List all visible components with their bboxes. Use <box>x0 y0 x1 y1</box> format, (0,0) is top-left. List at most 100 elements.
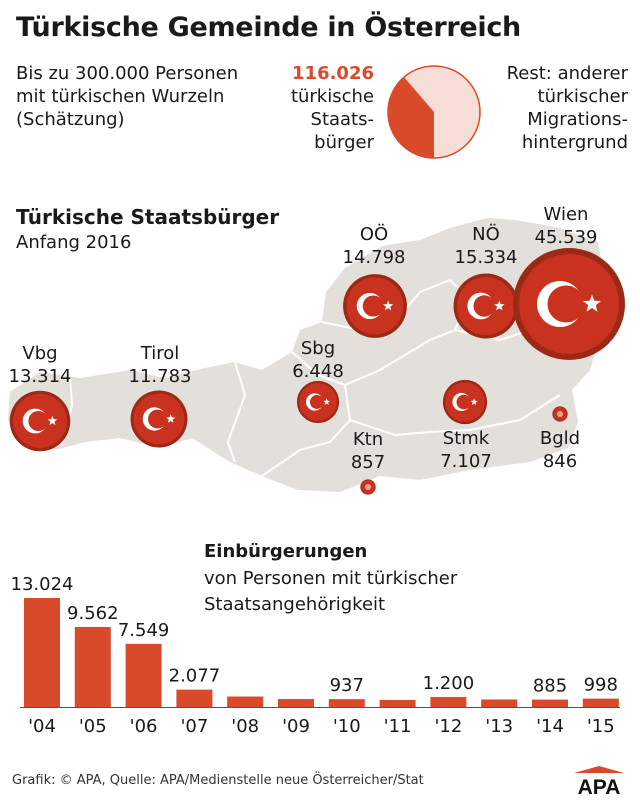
intro-line: Staats- <box>310 109 374 130</box>
region-label-ktn: Ktn 857 <box>308 428 428 474</box>
crescent-inner <box>456 394 472 410</box>
x-tick-label: '13 <box>485 716 513 737</box>
citizens-count: 116.026 <box>292 63 374 84</box>
bar-value-label: 998 <box>584 675 618 696</box>
bar-4 <box>227 696 264 707</box>
star-icon <box>323 398 331 405</box>
region-label-vbg: Vbg 13.314 <box>0 342 100 388</box>
bar-2 <box>125 643 162 707</box>
intro-line: (Schätzung) <box>16 109 125 130</box>
intro-line: türkische <box>290 86 374 107</box>
region-value: 846 <box>542 451 578 472</box>
bar-1 <box>74 626 111 707</box>
region-label-tirol: Tirol 11.783 <box>100 342 220 388</box>
x-tick-label: '10 <box>333 716 361 737</box>
bar-value-label: 9.562 <box>67 603 119 624</box>
intro-line: Rest: anderer <box>506 63 628 84</box>
intro-line: bürger <box>314 132 374 153</box>
pie-slice-citizens <box>388 77 434 158</box>
bar-6 <box>328 699 365 707</box>
source-credit: Grafik: © APA, Quelle: APA/Medienstelle … <box>12 773 424 788</box>
region-name: Tirol <box>140 343 180 364</box>
region-label-ooe: OÖ 14.798 <box>314 223 434 269</box>
region-value: 6.448 <box>292 361 344 382</box>
crescent-inner <box>473 295 495 317</box>
flag-marker-stmk <box>442 379 488 425</box>
star-icon <box>382 300 394 311</box>
bar-chart-title: Einbürgerungen <box>204 541 368 562</box>
apa-logo-text: APA <box>578 776 621 796</box>
crescent-inner <box>309 395 324 409</box>
region-value: 15.334 <box>454 247 518 268</box>
flag-marker-oö <box>343 274 407 338</box>
bar-5 <box>278 699 314 707</box>
flag-marker-sbg <box>296 380 340 424</box>
page-title: Türkische Gemeinde in Österreich <box>16 12 521 43</box>
bar-value-label: 2.077 <box>169 666 221 687</box>
flag-marker-vbg <box>9 390 71 452</box>
star-icon <box>47 415 58 426</box>
region-label-stmk: Stmk 7.107 <box>406 427 526 473</box>
apa-logo: APA <box>574 766 624 796</box>
x-tick-label: '11 <box>384 716 412 737</box>
pie-outline <box>387 65 481 159</box>
x-tick-label: '04 <box>28 716 56 737</box>
flag-markers <box>9 248 625 495</box>
x-tick-label: '07 <box>180 716 208 737</box>
crescent-inner <box>547 285 585 323</box>
intro-rest-text: Rest: anderer türkischer Migrations- hin… <box>470 62 628 154</box>
bar-7 <box>379 699 416 707</box>
flag-dot <box>556 410 564 418</box>
bar-3 <box>176 689 213 707</box>
flag-marker-wien <box>513 248 625 360</box>
bar-value-label: 1.200 <box>423 673 475 694</box>
region-value: 14.798 <box>342 247 406 268</box>
state-border-line <box>226 361 247 463</box>
x-tick-label: '06 <box>130 716 158 737</box>
x-tick-label: '09 <box>282 716 310 737</box>
region-name: Vbg <box>22 343 58 364</box>
map-subtitle: Anfang 2016 <box>16 232 132 253</box>
map-title: Türkische Staatsbürger <box>16 205 280 229</box>
apa-logo-roof <box>574 766 624 773</box>
bar-value-label: 7.549 <box>118 620 170 641</box>
x-tick-label: '14 <box>536 716 564 737</box>
share-pie-chart <box>387 65 481 159</box>
bar-0 <box>24 598 60 707</box>
bar-value-label: 885 <box>533 676 567 697</box>
intro-line: türkischer <box>537 86 628 107</box>
region-label-bgld: Bgld 846 <box>500 427 620 473</box>
flag-marker-nö <box>453 273 519 339</box>
state-border-line <box>349 394 561 437</box>
region-name: NÖ <box>472 224 500 245</box>
region-value: 857 <box>350 452 386 473</box>
x-tick-label: '12 <box>434 716 462 737</box>
region-name: OÖ <box>359 224 389 245</box>
crescent-inner <box>362 295 384 317</box>
intro-line: Migrations- <box>527 109 628 130</box>
bar-chart-subtitle: Staatsangehörigkeit <box>204 594 386 615</box>
star-icon <box>494 300 505 311</box>
x-tick-label: '05 <box>79 716 107 737</box>
star-icon <box>470 398 478 406</box>
bar-10 <box>532 699 568 707</box>
region-name: Sbg <box>300 338 336 359</box>
flag-marker-bgld <box>552 406 568 422</box>
region-value: 45.539 <box>534 227 598 248</box>
bar-chart-subtitle: von Personen mit türkischer <box>204 568 458 589</box>
region-value: 13.314 <box>8 366 72 387</box>
region-label-wien: Wien 45.539 <box>506 203 626 249</box>
flag-marker-ktn <box>360 479 376 495</box>
region-label-noe: NÖ 15.334 <box>426 223 546 269</box>
crescent-inner <box>28 410 49 432</box>
region-name: Ktn <box>352 429 384 450</box>
region-name: Stmk <box>442 428 490 449</box>
region-value: 7.107 <box>440 451 492 472</box>
flag-marker-tirol <box>130 390 188 448</box>
bar-9 <box>481 699 518 707</box>
star-icon <box>582 294 602 312</box>
region-name: Bgld <box>539 428 581 449</box>
austria-map <box>8 218 625 495</box>
intro-line: mit türkischen Wurzeln <box>16 86 225 107</box>
intro-estimate-text: Bis zu 300.000 Personen mit türkischen W… <box>16 62 276 131</box>
